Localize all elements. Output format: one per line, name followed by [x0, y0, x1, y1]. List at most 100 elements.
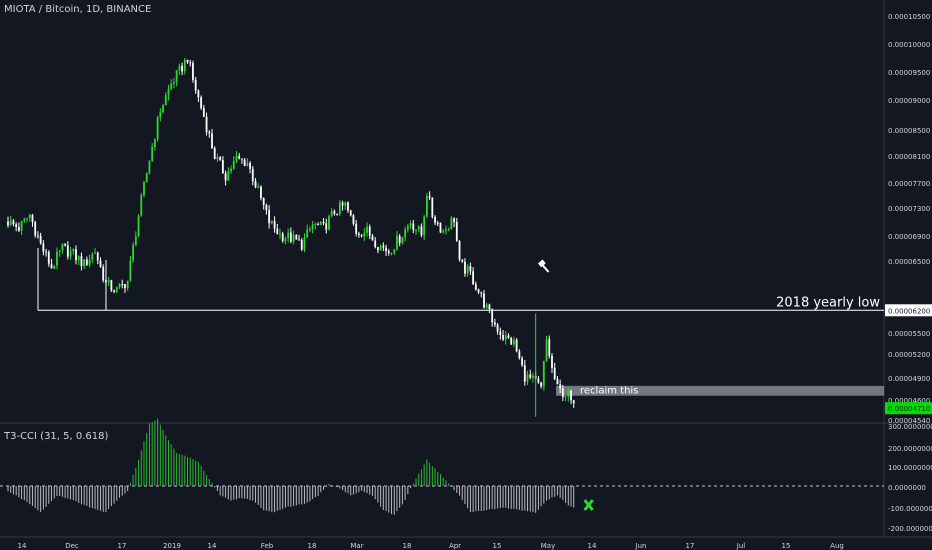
candle-body: [143, 182, 145, 196]
candle-body: [415, 229, 417, 231]
candle-body: [241, 158, 243, 160]
candle-body: [548, 339, 551, 356]
candle-body: [72, 249, 75, 252]
candle-body: [518, 351, 521, 359]
candle-body: [300, 239, 303, 250]
price-tick-label: 0.00010500: [888, 13, 930, 21]
candle-body: [134, 236, 137, 246]
candle-body: [428, 195, 431, 198]
candle-body: [189, 62, 192, 64]
indicator-tick-label: -200.0000000: [888, 525, 932, 533]
candle-body: [477, 289, 480, 293]
indicator-tick-label: 0.0000000: [888, 484, 926, 492]
candle-body: [129, 260, 132, 281]
candle-body: [42, 243, 45, 252]
candle-body: [493, 322, 496, 325]
candle-body: [551, 355, 553, 368]
reclaim-annotation: reclaim this: [580, 386, 638, 397]
candle-body: [192, 63, 194, 80]
candle-body: [265, 204, 268, 211]
last-price-label: 0.00004710: [888, 405, 930, 413]
time-tick-label: 2019: [163, 542, 181, 550]
candle-body: [292, 234, 295, 242]
candle-body: [336, 213, 339, 215]
candle-body: [328, 216, 330, 230]
price-tick-label: 0.00008100: [888, 153, 930, 161]
candle-body: [344, 202, 347, 206]
candle-body: [442, 231, 445, 233]
candle-body: [325, 223, 328, 230]
candle-body: [289, 232, 292, 242]
candle-body: [420, 226, 423, 236]
candle-body: [113, 290, 115, 292]
indicator-tick-label: 100.0000000: [888, 464, 932, 472]
candle-body: [194, 79, 197, 91]
price-tick-label: 0.00006900: [888, 233, 930, 241]
candle-body: [7, 221, 9, 226]
indicator-tick-label: 300.0000000: [888, 423, 932, 431]
candle-body: [513, 339, 515, 345]
candle-body: [561, 388, 564, 398]
candle-body: [58, 250, 61, 252]
candle-body: [330, 211, 333, 217]
candle-body: [572, 400, 575, 404]
candle-body: [504, 335, 507, 340]
time-tick-label: Apr: [449, 542, 461, 550]
hammer-icon: [537, 259, 546, 268]
candle-body: [368, 226, 371, 236]
yearly-low-price-label: 0.00006200: [888, 307, 930, 315]
candle-body: [485, 304, 488, 308]
candle-body: [94, 252, 96, 254]
candle-body: [439, 222, 442, 233]
candle-body: [281, 233, 284, 241]
candle-body: [91, 253, 94, 260]
candle-body: [88, 259, 91, 265]
candle-body: [434, 216, 436, 223]
candle-body: [12, 220, 15, 225]
candle-body: [322, 221, 325, 224]
candle-body: [464, 261, 466, 274]
candle-body: [181, 65, 183, 72]
candle-body: [458, 240, 461, 260]
time-tick-label: 17: [118, 542, 127, 550]
candle-body: [309, 228, 311, 230]
candle-body: [64, 243, 67, 246]
price-tick-label: 0.00005500: [888, 330, 930, 338]
candle-body: [417, 226, 420, 230]
price-tick-label: 0.00010000: [888, 41, 930, 49]
candle-body: [390, 252, 393, 254]
candle-body: [137, 215, 140, 237]
candle-body: [357, 233, 360, 236]
candle-body: [510, 337, 513, 345]
candle-body: [306, 229, 309, 238]
candle-body: [398, 235, 401, 244]
candle-body: [298, 239, 300, 241]
candle-body: [542, 360, 545, 387]
candle-body: [230, 168, 232, 172]
candle-body: [85, 259, 88, 265]
candle-body: [17, 227, 20, 231]
candle-body: [423, 216, 426, 236]
candle-body: [491, 309, 494, 323]
candle-body: [374, 240, 377, 248]
candle-body: [553, 367, 556, 380]
candle-body: [521, 358, 523, 366]
candle-body: [96, 252, 99, 261]
candle-body: [45, 251, 47, 253]
candle-body: [466, 266, 469, 274]
candle-body: [178, 65, 181, 71]
candle-body: [556, 379, 559, 385]
candle-body: [211, 133, 213, 148]
candle-body: [453, 218, 455, 222]
candle-body: [66, 245, 69, 257]
candle-body: [148, 160, 151, 174]
price-tick-label: 0.00008500: [888, 127, 930, 135]
candle-body: [461, 259, 464, 262]
time-tick-label: 15: [782, 542, 791, 550]
x-marker-icon-stroke: [583, 499, 594, 511]
candle-body: [396, 235, 398, 250]
candle-body: [488, 304, 491, 310]
time-tick-label: Dec: [65, 542, 79, 550]
